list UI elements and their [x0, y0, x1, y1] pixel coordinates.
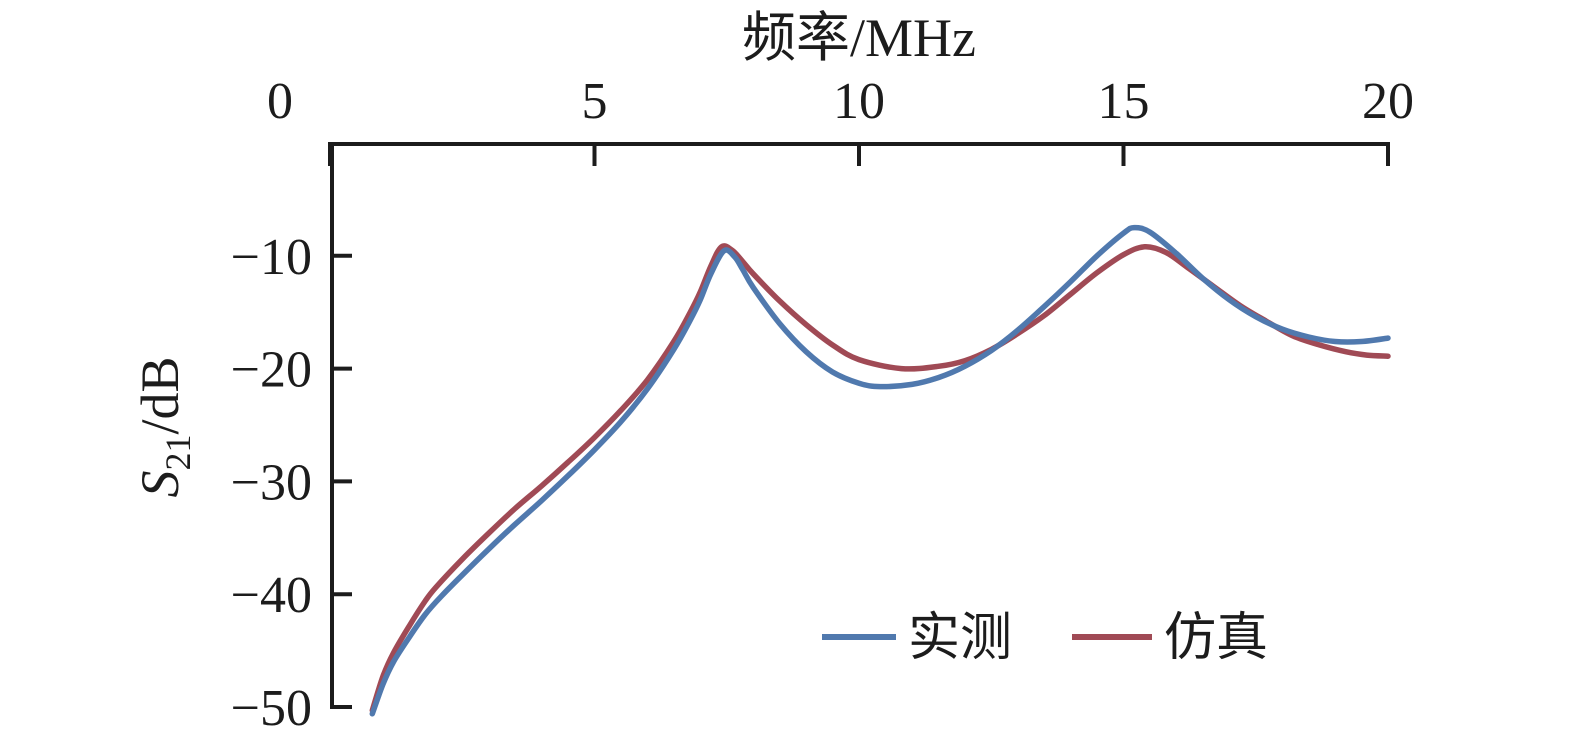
y-tick-label-m20: −20: [231, 342, 312, 399]
legend-label-measured: 实测: [908, 610, 1012, 667]
y-axis-title-unit: /dB: [130, 356, 190, 434]
y-tick-label-m10: −10: [231, 229, 312, 286]
x-axis-ticks: [328, 144, 1390, 166]
y-tick-label-m50: −50: [231, 680, 312, 737]
y-tick-label-m30: −30: [231, 454, 312, 511]
y-tick-labels: −10 −20 −30 −40 −50: [231, 229, 312, 737]
series-measured-path: [369, 224, 1391, 717]
x-tick-label-10: 10: [833, 73, 885, 130]
y-axis-title: S21/dB: [130, 356, 198, 497]
axes: [328, 142, 1390, 709]
x-tick-label-0: 0: [267, 73, 293, 130]
x-tick-label-5: 5: [582, 73, 608, 130]
x-tick-label-20: 20: [1362, 73, 1414, 130]
y-axis-ticks: [332, 253, 352, 709]
plot-series: [369, 224, 1391, 717]
y-axis-title-symbol: S: [130, 471, 190, 498]
legend-label-simulated: 仿真: [1164, 610, 1268, 667]
legend: 实测 仿真: [822, 610, 1268, 667]
x-tick-labels: 0 5 10 15 20: [267, 73, 1414, 130]
x-axis-title: 频率/MHz: [742, 8, 976, 68]
x-tick-label-15: 15: [1098, 73, 1150, 130]
y-tick-label-m40: −40: [231, 567, 312, 624]
y-axis-title-subscript: 21: [158, 435, 198, 471]
